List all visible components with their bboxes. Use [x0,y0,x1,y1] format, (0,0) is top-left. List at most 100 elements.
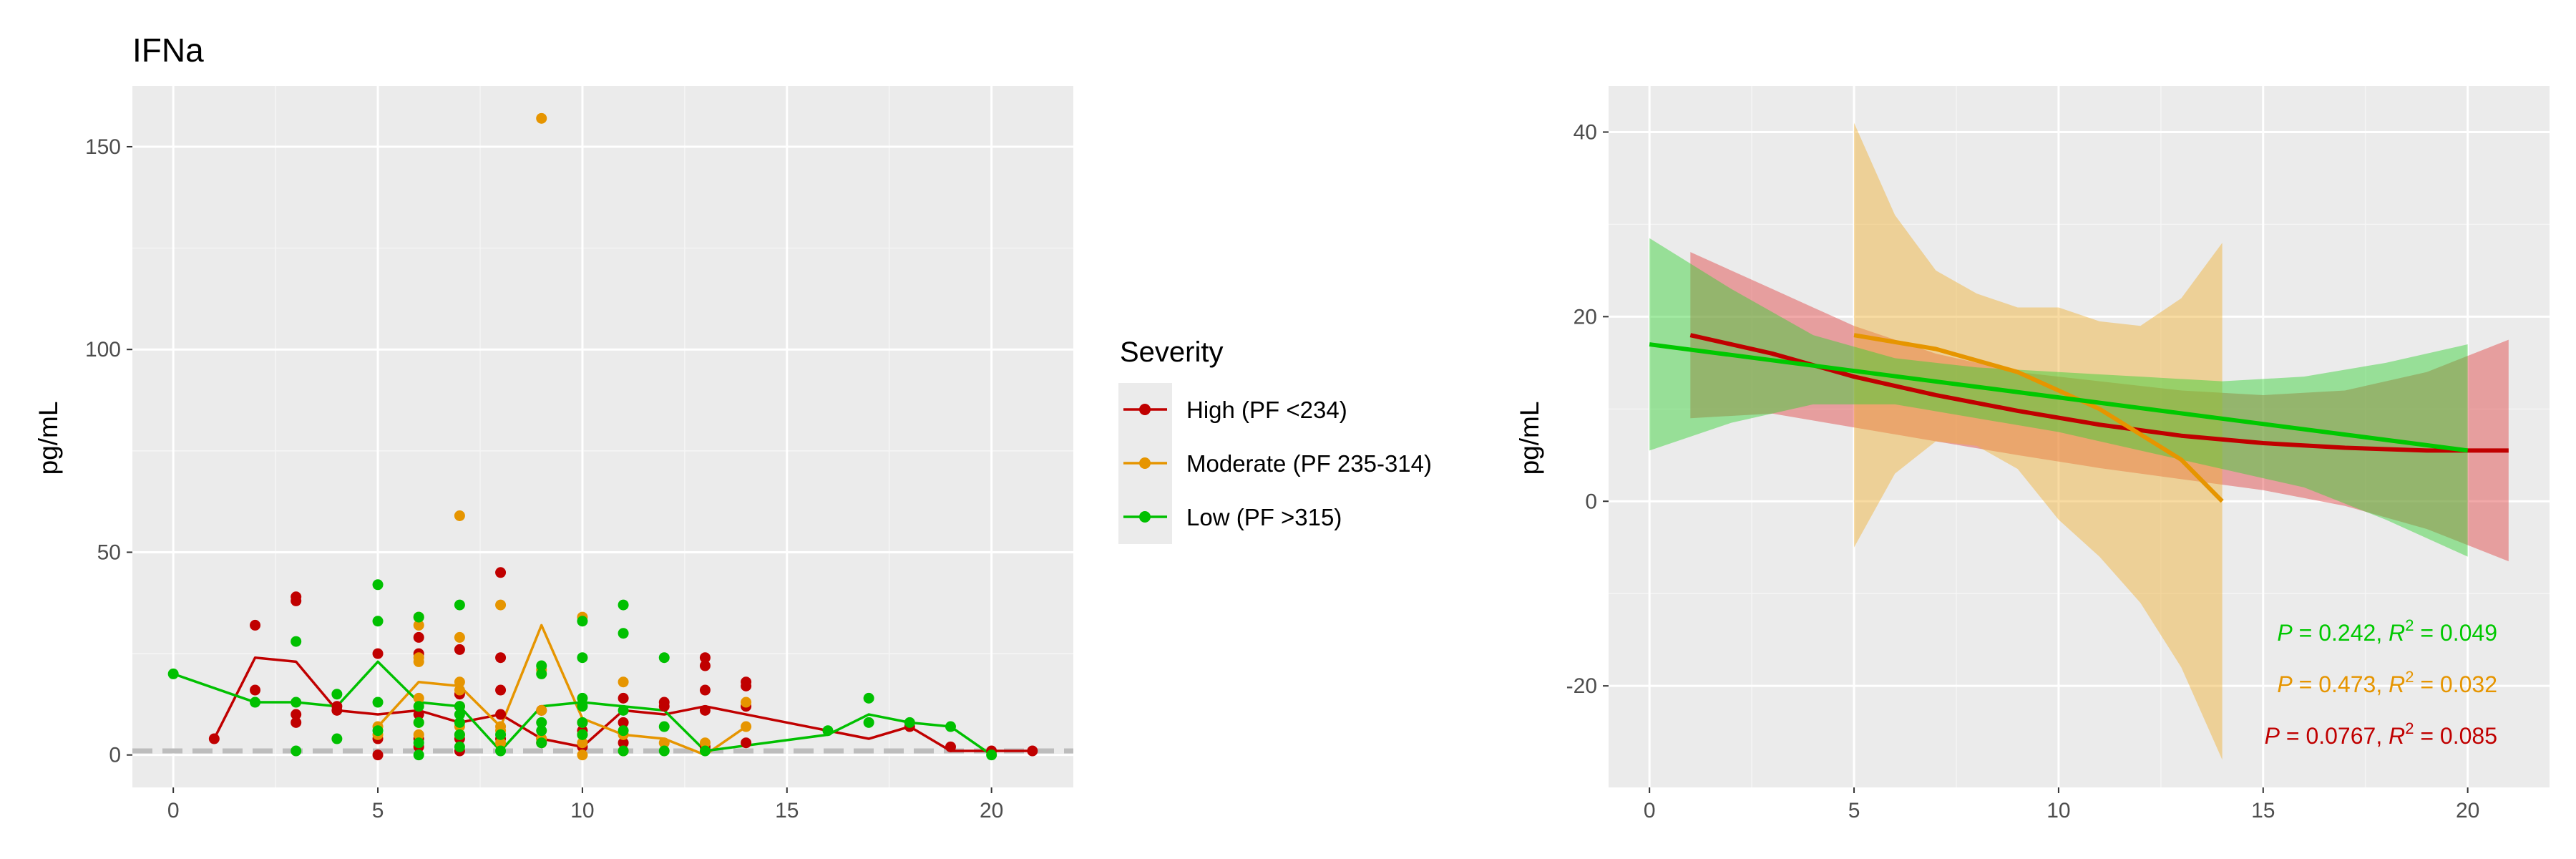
mean-line-moderate-pf-235-314 [376,623,747,757]
left-x-tick-label: 15 [775,799,799,822]
severity-legend: Severity High (PF <234) Moderate (PF 235… [1118,336,1432,544]
data-point-low-pf-315 [536,717,547,728]
data-point-low-pf-315 [863,692,874,704]
data-point-low-pf-315 [577,701,588,712]
data-point-low-pf-315 [536,737,547,749]
data-point-low-pf-315 [577,729,588,740]
data-point-moderate-pf-235-314 [741,697,752,708]
data-point-low-pf-315 [413,611,424,623]
data-point-moderate-pf-235-314 [577,737,588,749]
right-x-tick-label: 15 [2251,799,2275,822]
legend-label-moderate: Moderate (PF 235-314) [1186,450,1432,477]
data-point-high-pf-234 [291,717,302,728]
left-plot-background [132,86,1073,787]
data-point-low-pf-315 [372,697,384,708]
left-chart-panel: IFNa pg/mL 0 5 10 15 20 0 50 100 150 [34,31,1073,822]
legend-dot-low-pf-315 [1139,511,1151,523]
data-point-moderate-pf-235-314 [495,599,507,611]
legend-dot-high-pf-234 [1139,404,1151,415]
data-point-moderate-pf-235-314 [536,704,547,716]
left-tick-labels: 0 5 10 15 20 0 50 100 150 [85,135,1003,822]
data-point-high-pf-234 [495,709,507,720]
left-x-tick-label: 5 [372,799,384,822]
data-point-low-pf-315 [945,721,956,732]
right-x-tick-label: 10 [2046,799,2070,822]
right-y-tick-label: -20 [1566,674,1597,698]
data-point-low-pf-315 [863,717,874,728]
left-y-tick-label: 100 [85,338,121,361]
data-point-moderate-pf-235-314 [454,631,465,643]
left-x-tick-label: 20 [980,799,1003,822]
legend-label-low: Low (PF >315) [1186,504,1342,530]
right-y-tick-label: 0 [1585,490,1597,513]
data-point-high-pf-234 [699,704,711,716]
data-point-low-pf-315 [618,725,629,737]
data-point-moderate-pf-235-314 [413,692,424,704]
data-point-high-pf-234 [454,644,465,655]
data-point-low-pf-315 [577,717,588,728]
data-point-low-pf-315 [658,745,670,757]
data-point-low-pf-315 [577,692,588,704]
data-point-low-pf-315 [291,745,302,757]
left-gridlines [132,86,1073,787]
data-point-high-pf-234 [495,684,507,696]
right-plot-background [1609,86,2550,787]
data-point-moderate-pf-235-314 [413,729,424,740]
data-point-high-pf-234 [495,567,507,578]
left-y-axis-label: pg/mL [34,402,63,475]
data-point-low-pf-315 [904,717,915,728]
left-data-points [167,112,1038,761]
data-point-low-pf-315 [618,745,629,757]
data-point-low-pf-315 [658,652,670,664]
legend-dot-moderate-pf-235-314 [1139,457,1151,469]
data-point-low-pf-315 [250,697,261,708]
data-point-moderate-pf-235-314 [699,737,711,749]
data-point-low-pf-315 [618,628,629,639]
data-point-low-pf-315 [454,717,465,728]
data-point-moderate-pf-235-314 [658,737,670,749]
right-chart-panel: pg/mL 0 5 10 15 20 -20 0 20 40 P = 0.242, R2 = 0… [1515,86,2550,822]
data-point-low-pf-315 [413,701,424,712]
data-point-moderate-pf-235-314 [536,112,547,124]
data-point-high-pf-234 [208,733,220,744]
data-point-high-pf-234 [331,704,343,716]
data-point-high-pf-234 [741,680,752,691]
data-point-moderate-pf-235-314 [413,619,424,631]
data-point-low-pf-315 [495,729,507,740]
data-point-high-pf-234 [291,595,302,606]
data-point-high-pf-234 [372,749,384,761]
data-point-low-pf-315 [495,745,507,757]
data-point-low-pf-315 [536,725,547,737]
data-point-low-pf-315 [618,704,629,716]
data-point-low-pf-315 [454,701,465,712]
right-x-tick-label: 20 [2456,799,2479,822]
right-tick-labels: 0 5 10 15 20 -20 0 20 40 [1566,120,2480,822]
left-y-tick-label: 0 [109,744,121,767]
right-y-axis-label: pg/mL [1515,402,1544,475]
data-point-low-pf-315 [658,721,670,732]
data-point-moderate-pf-235-314 [618,676,629,688]
data-point-high-pf-234 [413,631,424,643]
data-point-high-pf-234 [618,737,629,749]
data-point-low-pf-315 [372,616,384,627]
data-point-low-pf-315 [699,745,711,757]
data-point-high-pf-234 [372,648,384,659]
stat-annotation: P = 0.242, R2 = 0.049 [2277,616,2497,646]
stat-annotation: P = 0.473, R2 = 0.032 [2277,668,2497,697]
data-point-high-pf-234 [413,709,424,720]
data-point-low-pf-315 [413,717,424,728]
data-point-low-pf-315 [454,599,465,611]
data-point-moderate-pf-235-314 [741,721,752,732]
data-point-moderate-pf-235-314 [454,510,465,521]
data-point-low-pf-315 [331,733,343,744]
confidence-ribbon-moderate [1854,122,2223,760]
data-point-high-pf-234 [699,652,711,664]
data-point-low-pf-315 [413,749,424,761]
data-point-low-pf-315 [618,599,629,611]
data-point-high-pf-234 [741,737,752,749]
right-x-tick-label: 5 [1848,799,1860,822]
data-point-low-pf-315 [986,749,997,761]
fit-line-low [1649,342,2469,453]
data-point-high-pf-234 [291,709,302,720]
